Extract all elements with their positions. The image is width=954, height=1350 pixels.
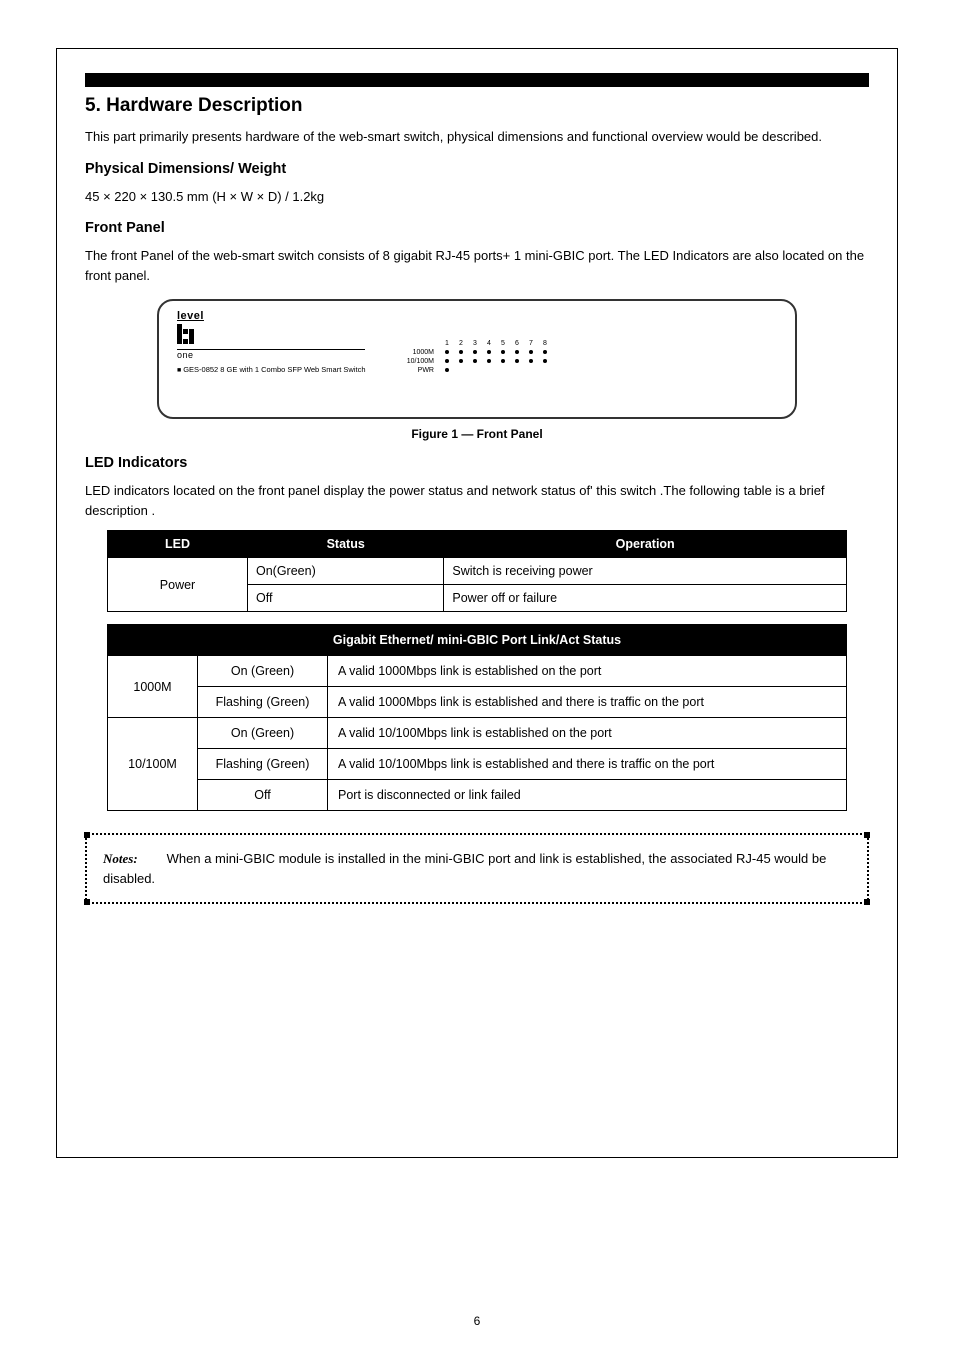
led-name-cell: 1000M <box>108 656 198 718</box>
page-frame: 5. Hardware Description This part primar… <box>56 48 898 1158</box>
port-num: 6 <box>510 339 524 348</box>
col-operation: Operation <box>444 531 847 558</box>
table-row: 1000M On (Green) A valid 1000Mbps link i… <box>108 656 847 687</box>
status-cell: Flashing (Green) <box>198 749 328 780</box>
led-dot-icon <box>473 359 477 363</box>
port-num: 5 <box>496 339 510 348</box>
status-cell: Off <box>248 585 444 612</box>
led-indicators-title: LED Indicators <box>85 455 869 471</box>
note-label: Notes: <box>103 849 163 869</box>
led-dot-icon <box>445 350 449 354</box>
section-title: 5. Hardware Description <box>85 95 869 117</box>
op-cell: Switch is receiving power <box>444 558 847 585</box>
brand-block: level one GES-0852 8 GE with 1 Combo SFP… <box>177 311 365 374</box>
link-act-header: Gigabit Ethernet/ mini-GBIC Port Link/Ac… <box>108 625 847 656</box>
led-indicators-intro: LED indicators located on the front pane… <box>85 481 869 520</box>
led-dot-icon <box>501 350 505 354</box>
led-dot-icon <box>459 359 463 363</box>
op-cell: A valid 10/100Mbps link is established o… <box>328 718 847 749</box>
link-act-table: Gigabit Ethernet/ mini-GBIC Port Link/Ac… <box>107 624 847 811</box>
led-dot-icon <box>529 359 533 363</box>
status-cell: Flashing (Green) <box>198 687 328 718</box>
led-dot-icon <box>445 359 449 363</box>
physical-dim-title: Physical Dimensions/ Weight <box>85 161 869 177</box>
port-num: 2 <box>454 339 468 348</box>
table-row: Power On(Green) Switch is receiving powe… <box>108 558 847 585</box>
op-cell: A valid 1000Mbps link is established and… <box>328 687 847 718</box>
led-dot-icon <box>459 350 463 354</box>
table-row: 10/100M On (Green) A valid 10/100Mbps li… <box>108 718 847 749</box>
brand-level-text: level <box>177 311 365 322</box>
port-num: 3 <box>468 339 482 348</box>
table-row: Off Port is disconnected or link failed <box>108 780 847 811</box>
led-dot-icon <box>515 350 519 354</box>
status-cell: On(Green) <box>248 558 444 585</box>
physical-dim-text: 45 × 220 × 130.5 mm (H × W × D) / 1.2kg <box>85 187 869 207</box>
port-num: 4 <box>482 339 496 348</box>
led-dot-icon <box>543 350 547 354</box>
led-dot-icon <box>501 359 505 363</box>
col-status: Status <box>248 531 444 558</box>
led-dot-icon <box>487 359 491 363</box>
note-box: Notes: When a mini-GBIC module is instal… <box>85 833 869 904</box>
corner-dot-icon <box>84 832 90 838</box>
front-panel-outline: level one GES-0852 8 GE with 1 Combo SFP… <box>157 299 797 419</box>
front-panel-figure: level one GES-0852 8 GE with 1 Combo SFP… <box>157 299 797 441</box>
brand-model-text: GES-0852 8 GE with 1 Combo SFP Web Smart… <box>177 366 365 374</box>
op-cell: Port is disconnected or link failed <box>328 780 847 811</box>
led-dot-icon <box>487 350 491 354</box>
op-cell: A valid 1000Mbps link is established on … <box>328 656 847 687</box>
status-cell: On (Green) <box>198 718 328 749</box>
led-row-label: PWR <box>402 366 440 375</box>
front-panel-body: The front Panel of the web-smart switch … <box>85 246 869 285</box>
led-dot-icon <box>515 359 519 363</box>
led-dot-icon <box>543 359 547 363</box>
table-row: Flashing (Green) A valid 10/100Mbps link… <box>108 749 847 780</box>
header-bar <box>85 73 869 87</box>
led-dot-icon <box>473 350 477 354</box>
status-cell: Off <box>198 780 328 811</box>
corner-dot-icon <box>84 899 90 905</box>
figure-caption: Figure 1 — Front Panel <box>157 427 797 441</box>
port-num: 7 <box>524 339 538 348</box>
led-row-label: 1000M <box>402 348 440 357</box>
corner-dot-icon <box>864 832 870 838</box>
op-cell: A valid 10/100Mbps link is established a… <box>328 749 847 780</box>
led-dot-icon <box>529 350 533 354</box>
led-name-cell: Power <box>108 558 248 612</box>
brand-one-text: one <box>177 349 365 360</box>
note-text: When a mini-GBIC module is installed in … <box>103 851 826 886</box>
op-cell: Power off or failure <box>444 585 847 612</box>
port-num: 1 <box>440 339 454 348</box>
corner-dot-icon <box>864 899 870 905</box>
brand-logo-icon <box>177 324 201 348</box>
table-row: Flashing (Green) A valid 1000Mbps link i… <box>108 687 847 718</box>
intro-text: This part primarily presents hardware of… <box>85 127 869 147</box>
led-dot-icon <box>445 368 449 372</box>
page-number: 6 <box>474 1314 481 1328</box>
led-name-cell: 10/100M <box>108 718 198 811</box>
power-led-table: LED Status Operation Power On(Green) Swi… <box>107 530 847 612</box>
front-panel-title: Front Panel <box>85 220 869 236</box>
panel-led-grid: 1 2 3 4 5 6 7 8 1000M <box>402 339 552 375</box>
status-cell: On (Green) <box>198 656 328 687</box>
col-led: LED <box>108 531 248 558</box>
port-num: 8 <box>538 339 552 348</box>
led-row-label: 10/100M <box>402 357 440 366</box>
